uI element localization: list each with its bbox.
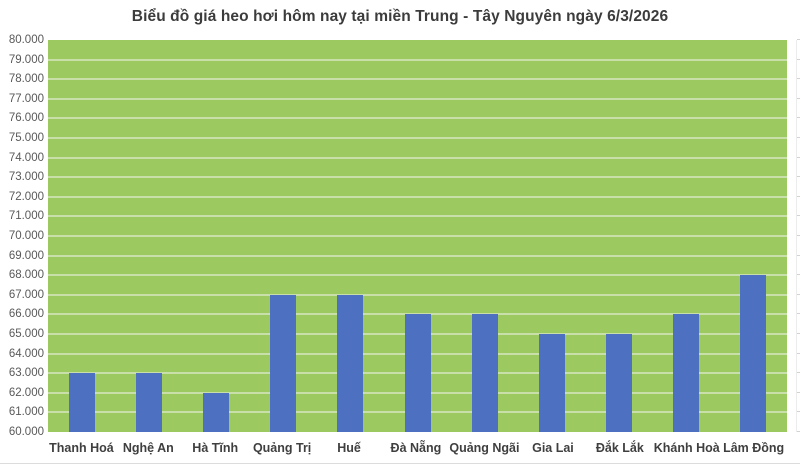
x-category-label-quang-ngai: Quảng Ngãi	[449, 441, 519, 455]
bar-slot-quang-ngai	[451, 40, 518, 432]
x-category-label-nghe-an: Nghệ An	[115, 441, 182, 455]
y-tick-label: 61.000	[0, 405, 44, 419]
y-tick-label: 69.000	[0, 249, 44, 263]
y-tick-label: 70.000	[0, 229, 44, 243]
y-tick-label: 65.000	[0, 327, 44, 341]
y-tick-label: 79.000	[0, 53, 44, 67]
bar-slot--a-nang	[384, 40, 451, 432]
bar--ak-lak	[606, 334, 632, 432]
bar-slot-quang-tri	[250, 40, 317, 432]
x-category-label--a-nang: Đà Nẵng	[382, 441, 449, 455]
bar-thanh-hoa	[69, 373, 95, 432]
bar-slot-hue	[317, 40, 384, 432]
x-category-label-gia-lai: Gia Lai	[520, 441, 587, 455]
y-tick-label: 80.000	[0, 33, 44, 47]
right-edge-tick-marks	[796, 40, 800, 432]
y-tick-label: 76.000	[0, 111, 44, 125]
bars-container	[48, 40, 787, 432]
bar-slot-thanh-hoa	[48, 40, 115, 432]
bar-nghe-an	[136, 373, 162, 432]
y-tick-label: 63.000	[0, 366, 44, 380]
x-category-label-thanh-hoa: Thanh Hoá	[48, 441, 115, 455]
y-tick-label: 77.000	[0, 92, 44, 106]
chart-title: Biểu đồ giá heo hơi hôm nay tại miền Tru…	[0, 8, 800, 26]
bar-slot-lam-ong	[720, 40, 787, 432]
bar-hue	[337, 295, 363, 432]
y-tick-label: 72.000	[0, 190, 44, 204]
y-tick-label: 71.000	[0, 209, 44, 223]
x-axis-category-labels: Thanh HoáNghệ AnHà TĩnhQuảng TrịHuếĐà Nẵ…	[48, 441, 787, 455]
bar-lam-ong	[740, 275, 766, 432]
bar-ha-tinh	[203, 393, 229, 432]
bar-slot-khanh-hoa	[653, 40, 720, 432]
y-tick-label: 74.000	[0, 151, 44, 165]
bar-slot-ha-tinh	[182, 40, 249, 432]
bar-khanh-hoa	[673, 314, 699, 432]
plot-area	[48, 40, 787, 432]
y-tick-label: 78.000	[0, 72, 44, 86]
x-category-label-quang-tri: Quảng Trị	[249, 441, 316, 455]
x-category-label-khanh-hoa: Khánh Hoà	[653, 441, 720, 455]
y-tick-label: 66.000	[0, 307, 44, 321]
y-tick-label: 64.000	[0, 347, 44, 361]
x-category-label-ha-tinh: Hà Tĩnh	[182, 441, 249, 455]
bar-quang-ngai	[472, 314, 498, 432]
y-tick-label: 60.000	[0, 425, 44, 439]
bar-quang-tri	[270, 295, 296, 432]
y-tick-label: 73.000	[0, 170, 44, 184]
y-tick-label: 75.000	[0, 131, 44, 145]
x-category-label-lam-ong: Lâm Đồng	[720, 441, 787, 455]
bar--a-nang	[405, 314, 431, 432]
bar-gia-lai	[539, 334, 565, 432]
x-category-label--ak-lak: Đắk Lắk	[586, 441, 653, 455]
x-category-label-hue: Huế	[316, 441, 383, 455]
hog-price-bar-chart: Biểu đồ giá heo hơi hôm nay tại miền Tru…	[0, 0, 800, 464]
bar-slot--ak-lak	[586, 40, 653, 432]
y-tick-label: 68.000	[0, 268, 44, 282]
y-tick-label: 67.000	[0, 288, 44, 302]
y-tick-label: 62.000	[0, 386, 44, 400]
bar-slot-gia-lai	[518, 40, 585, 432]
bar-slot-nghe-an	[115, 40, 182, 432]
